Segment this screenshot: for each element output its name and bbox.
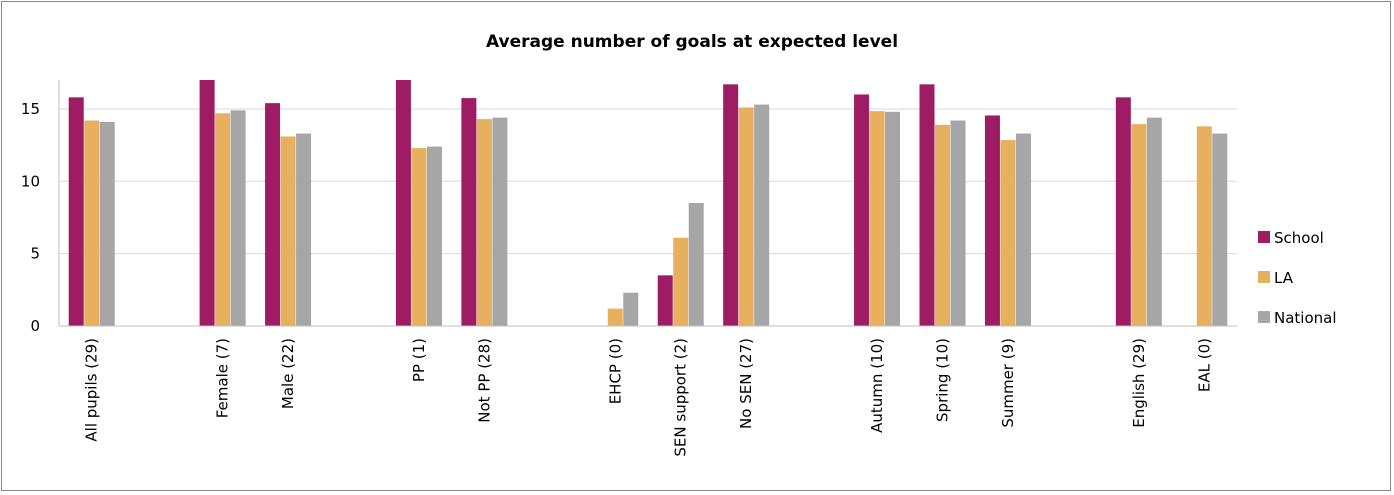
chart-title: Average number of goals at expected leve… xyxy=(486,32,898,52)
bar-school xyxy=(984,115,1000,326)
x-category-label: Female (7) xyxy=(214,338,232,418)
x-category-label: English (29) xyxy=(1130,338,1148,428)
bar-school xyxy=(461,98,477,327)
y-tick-label: 5 xyxy=(30,245,40,263)
bar-school xyxy=(265,103,281,326)
bar-national xyxy=(1015,133,1031,326)
x-category-label: Summer (9) xyxy=(999,338,1017,428)
bar-la xyxy=(280,136,296,326)
bar-national xyxy=(230,110,246,326)
x-category-label: SEN support (2) xyxy=(672,338,690,457)
bar-national xyxy=(950,120,966,327)
bar-school xyxy=(199,80,215,326)
bar-la xyxy=(1000,140,1016,326)
bar-la xyxy=(476,119,492,326)
legend-label: National xyxy=(1274,309,1337,327)
bar-la xyxy=(869,111,885,327)
bar-la xyxy=(215,113,231,327)
x-category-label: EAL (0) xyxy=(1195,338,1213,392)
legend-label: LA xyxy=(1274,269,1294,287)
bar-la xyxy=(607,308,623,326)
x-category-label: All pupils (29) xyxy=(83,338,101,442)
bar-la xyxy=(935,124,950,326)
legend-label: School xyxy=(1274,229,1324,247)
x-category-label: No SEN (27) xyxy=(737,338,755,429)
y-tick-label: 0 xyxy=(30,317,40,335)
legend-swatch xyxy=(1258,271,1270,283)
bar-national xyxy=(426,146,442,326)
y-axis: 0 5 10 15 xyxy=(21,80,60,335)
bar-la xyxy=(1131,124,1147,327)
bar-la xyxy=(84,120,100,327)
legend-swatch xyxy=(1258,311,1270,323)
bar-la xyxy=(738,107,754,327)
bar-national xyxy=(99,121,115,326)
x-category-label: EHCP (0) xyxy=(606,338,624,404)
x-category-label: Spring (10) xyxy=(934,338,952,422)
bar-la xyxy=(1196,126,1212,327)
bar-school xyxy=(919,84,935,326)
bar-school xyxy=(395,80,411,326)
x-category-label: Not PP (28) xyxy=(475,338,493,423)
x-category-label: Autumn (10) xyxy=(868,338,886,433)
bar-national xyxy=(492,117,508,326)
x-category-label: Male (22) xyxy=(279,338,297,409)
y-tick-label: 10 xyxy=(21,172,40,190)
bar-school xyxy=(68,97,84,326)
bar-national xyxy=(1212,133,1228,326)
bar-national xyxy=(623,292,639,326)
bar-la xyxy=(673,237,689,326)
y-tick-label: 15 xyxy=(21,100,40,118)
bar-national xyxy=(1146,117,1162,326)
bar-national xyxy=(885,111,901,326)
x-axis: All pupils (29) Female (7) Male (22) PP (1)… xyxy=(59,325,1237,457)
bar-la xyxy=(411,148,427,326)
bar-national xyxy=(754,104,770,326)
bar-school xyxy=(1115,97,1131,326)
bar-school xyxy=(723,84,739,326)
bar-national xyxy=(688,203,704,326)
x-category-label: PP (1) xyxy=(410,338,428,382)
bar-school xyxy=(854,94,870,327)
legend-swatch xyxy=(1258,231,1270,243)
bar-national xyxy=(296,133,312,326)
bar-school xyxy=(657,275,673,326)
legend: School LA National xyxy=(1258,229,1337,327)
bars xyxy=(68,80,1228,327)
